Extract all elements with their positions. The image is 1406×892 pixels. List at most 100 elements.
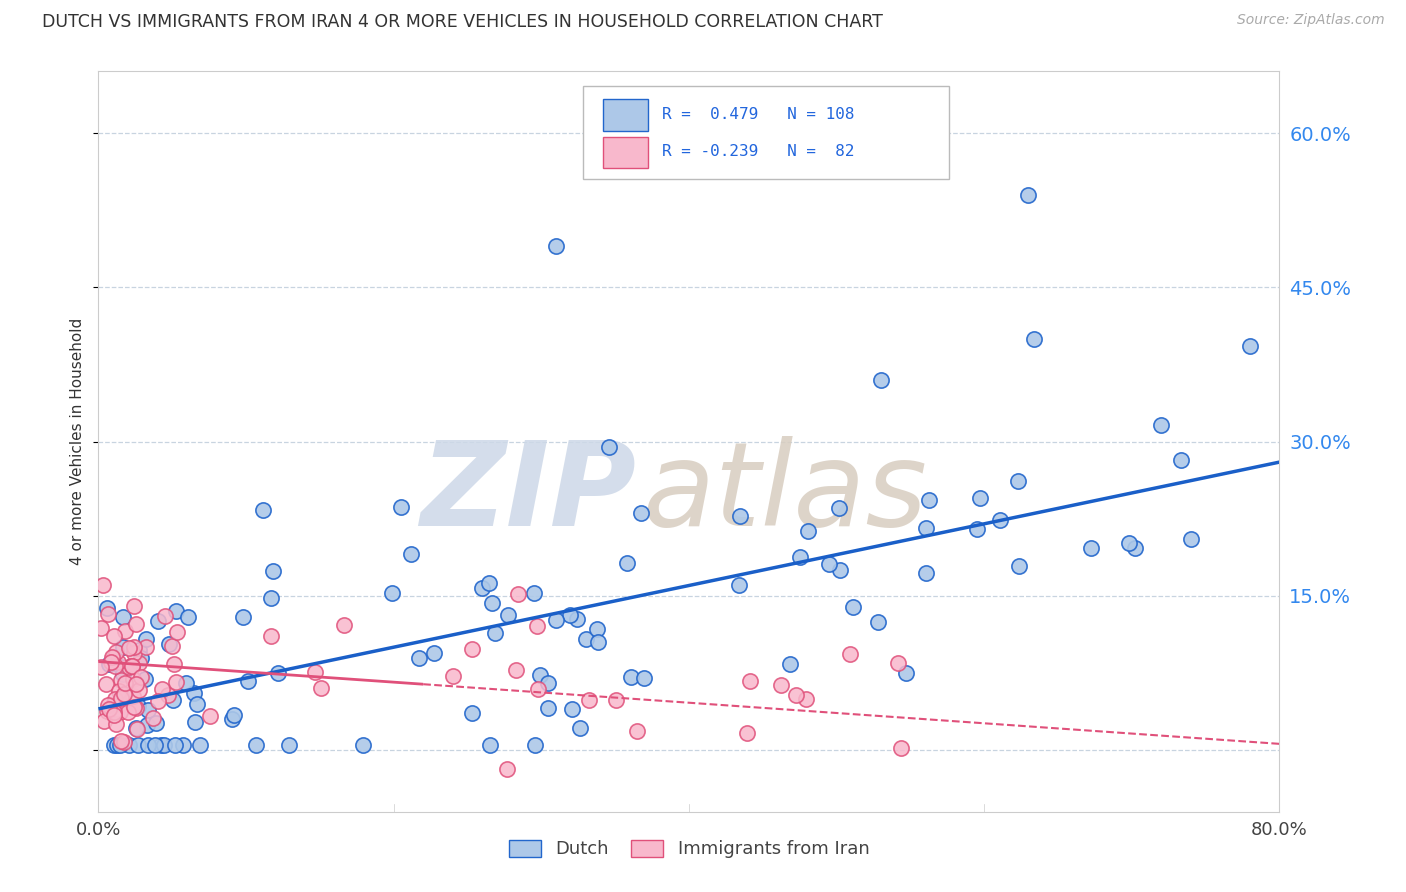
Point [122,689,145,703]
Point [177,609,200,624]
Point [183,686,205,700]
Point [108,705,131,719]
Point [112,735,135,749]
Point [198,709,221,723]
Point [125,721,148,735]
Point [263,564,285,578]
Point [1017,187,1039,202]
Point [135,718,157,732]
Point [245,738,267,752]
Point [304,665,326,680]
Point [221,712,243,726]
Point [1180,532,1202,546]
Point [157,688,180,702]
Point [401,547,423,561]
Point [1123,541,1146,555]
Point [1008,558,1031,573]
Point [828,501,851,516]
Point [121,659,143,673]
Point [565,612,588,626]
Point [626,724,648,739]
Point [728,509,751,524]
Point [111,640,134,655]
Point [146,615,169,629]
Point [866,615,889,629]
Bar [603,100,648,130]
Point [128,656,150,670]
Point [190,738,212,752]
Point [333,617,356,632]
Text: R = -0.239   N =  82: R = -0.239 N = 82 [662,144,855,159]
Point [352,738,374,752]
Point [103,738,125,752]
Point [150,738,173,752]
Point [630,506,652,520]
Point [96,676,118,690]
Point [107,655,129,669]
Point [529,668,551,682]
Point [135,632,157,647]
Point [157,637,180,651]
Point [163,657,186,672]
Point [103,630,125,644]
Point [309,681,332,695]
Point [498,607,520,622]
Point [105,716,128,731]
Point [381,585,404,599]
Point [125,616,148,631]
Point [96,600,118,615]
Point [785,688,807,702]
Point [143,738,166,752]
Point [869,373,891,387]
Point [598,440,620,454]
Point [108,738,131,752]
Point [121,672,143,686]
Point [966,522,988,536]
Point [828,563,851,577]
Point [110,659,132,673]
Point [90,659,112,673]
Point [461,706,484,720]
Point [461,641,484,656]
Text: Source: ZipAtlas.com: Source: ZipAtlas.com [1237,13,1385,28]
Point [735,726,758,740]
Point [526,619,548,633]
Point [236,673,259,688]
Point [142,711,165,725]
Point [128,683,150,698]
Point [232,610,254,624]
Point [1118,536,1140,550]
Point [129,670,152,684]
Point [165,675,187,690]
Point [915,521,938,535]
Point [128,642,150,657]
Point [727,578,749,592]
Point [150,681,173,696]
Point [121,659,143,673]
Point [918,493,941,508]
Point [1150,417,1173,432]
Point [122,700,145,714]
Point [104,691,127,706]
Point [838,647,860,661]
Point [1239,339,1261,353]
Point [546,239,568,253]
Point [104,659,127,673]
Point [114,624,136,639]
Point [478,576,501,591]
Point [890,741,912,756]
Point [842,599,865,614]
Point [162,693,184,707]
Point [620,670,643,684]
Point [578,692,600,706]
Point [738,673,761,688]
Point [633,671,655,685]
Point [495,762,517,776]
Point [114,675,136,690]
Point [471,582,494,596]
Point [817,557,839,571]
Point [561,701,583,715]
Point [408,651,430,665]
Point [441,669,464,683]
Point [389,500,412,514]
